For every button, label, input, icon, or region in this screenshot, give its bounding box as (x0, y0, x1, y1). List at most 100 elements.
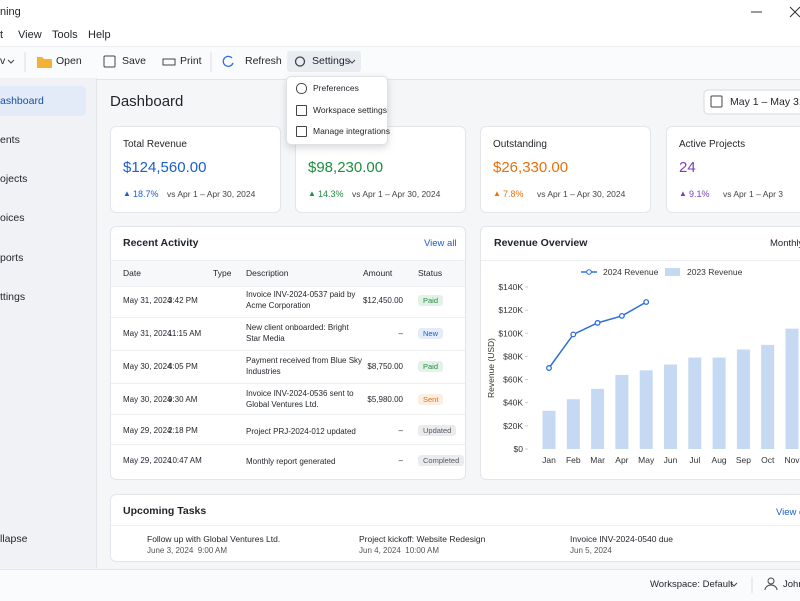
row-divider (111, 383, 465, 384)
y-tick-label: $100K (498, 328, 523, 338)
menu-option[interactable]: Preferences (313, 83, 359, 93)
column-header: Amount (363, 268, 393, 278)
y-tick-label: $80K (503, 351, 523, 361)
menu-option-icon (296, 83, 307, 94)
task-due: Jun 4, 2024 10:00 AM (359, 546, 440, 555)
toolbar-button: Settings (312, 55, 350, 67)
x-tick-label: Sep (736, 455, 751, 465)
card-change: 18.7% (133, 189, 159, 199)
y-tick-label: $60K (503, 375, 523, 385)
sidebar-item: ashboard (0, 95, 44, 107)
row-divider (111, 317, 465, 318)
card-title: Total Revenue (123, 139, 187, 150)
x-tick-label: Nov (784, 455, 800, 465)
row-description: New client onboarded: Bright Star Media (246, 323, 349, 343)
row-divider (111, 444, 465, 445)
bar (688, 357, 702, 449)
card-compare: vs Apr 1 – Apr 30, 2024 (352, 189, 441, 199)
date-range: May 1 – May 31, 2 (730, 96, 800, 108)
change-arrow: ▲ (123, 189, 131, 198)
chev (7, 59, 15, 64)
bar (639, 370, 653, 449)
chev (348, 59, 356, 64)
row-amount: $8,750.00 (367, 362, 403, 371)
sidebar-item: ttings (0, 291, 26, 303)
bar (664, 364, 677, 449)
line-point (618, 312, 625, 319)
table-head-bg (111, 260, 465, 287)
row-description: Project PRJ-2024-012 updated (246, 427, 356, 436)
row-amount: – (398, 426, 403, 435)
period-select: Monthly (770, 238, 800, 249)
task-due: June 3, 2024 9:00 AM (147, 546, 228, 555)
panel-divider (111, 525, 800, 526)
line-point (643, 299, 650, 305)
toolbar-button: v (0, 55, 6, 67)
card-value: 24 (679, 159, 696, 176)
close[interactable] (789, 6, 800, 18)
row-date: May 29, 2024 (123, 456, 172, 465)
card-value: $124,560.00 (123, 159, 207, 176)
x-tick-label: Jul (689, 455, 700, 465)
y-tick-label: $0 (514, 444, 524, 454)
card-value: $98,230.00 (308, 159, 384, 176)
kpi-card (110, 126, 281, 213)
row-amount: $12,450.00 (362, 296, 403, 305)
card-compare: vs Apr 1 – Apr 30, 2024 (537, 189, 626, 199)
row-description: Invoice INV-2024-0536 sent to Global Ven… (246, 389, 354, 409)
settings-btn[interactable] (287, 51, 361, 72)
row-description: Monthly report generated (246, 457, 336, 466)
panel-link: View all (424, 238, 457, 249)
y-tick-label: $20K (503, 421, 523, 431)
legend-label: 2024 Revenue (603, 267, 659, 277)
bar (712, 357, 726, 449)
sidebar-collapse: llapse (0, 533, 28, 545)
user-name: John (783, 579, 800, 590)
folder-icon (37, 57, 52, 68)
row-time: 2:18 PM (168, 426, 198, 435)
sidebar-active (0, 86, 86, 116)
x-tick-label: Jun (664, 455, 678, 465)
card-change: 9.1% (689, 189, 710, 199)
bar (761, 344, 775, 449)
row-time: 10:47 AM (168, 456, 202, 465)
legend-swatch (665, 268, 680, 276)
date-box[interactable] (703, 89, 800, 115)
toolbar-button: Open (56, 55, 82, 67)
menu-item: Tools (52, 29, 78, 41)
workspace-selector[interactable]: Workspace: Default (650, 579, 733, 590)
calendar-icon (710, 95, 723, 108)
row-date: May 30, 2024 (123, 395, 172, 404)
panel-title: Recent Activity (123, 237, 199, 249)
refresh-icon (222, 55, 234, 67)
bar (566, 399, 580, 449)
user-icon (764, 584, 778, 591)
gear-icon (294, 56, 306, 67)
row-amount: – (398, 456, 403, 465)
y-axis-label: Revenue (USD) (486, 338, 496, 398)
x-tick-label: May (638, 455, 655, 465)
sidebar-item: oices (0, 212, 25, 224)
x-tick-label: Jan (542, 455, 556, 465)
sidebar-item: ports (0, 252, 24, 264)
task-title: Follow up with Global Ventures Ltd. (147, 534, 281, 544)
line (548, 301, 647, 369)
column-header: Status (418, 268, 443, 278)
change-arrow: ▲ (679, 189, 687, 198)
row-divider (111, 414, 465, 415)
card-title: Active Projects (679, 139, 746, 150)
status-pill: Completed (418, 455, 465, 466)
tasks-panel (110, 494, 800, 562)
revenue-chart: $0 $20K $40K $60K $80K $100K $120K $140K Revenue… (486, 267, 800, 465)
panel-link: View ca (776, 507, 800, 518)
x-tick-label: Apr (615, 455, 628, 465)
menu-option[interactable]: Workspace settings (313, 105, 388, 115)
menu-option[interactable]: Manage integrations (313, 126, 391, 136)
row-description: Payment received from Blue Sky Industrie… (246, 356, 363, 376)
save-icon (103, 55, 116, 68)
row-time: 11:15 AM (168, 329, 202, 338)
column-header: Date (123, 268, 141, 278)
chev (730, 582, 738, 587)
column-header: Type (213, 268, 232, 278)
